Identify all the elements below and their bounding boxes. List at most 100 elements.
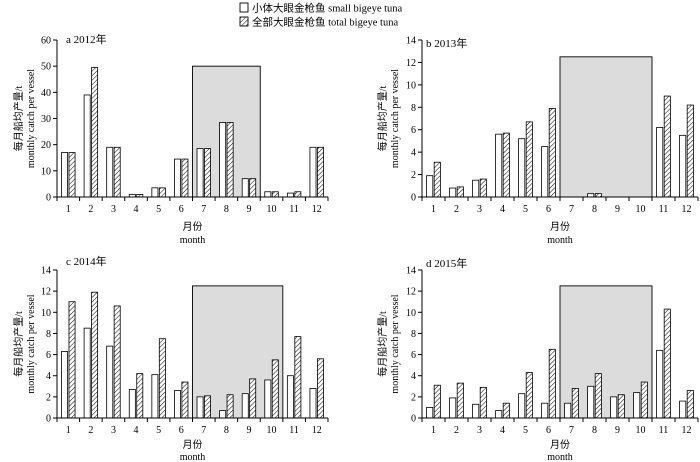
- bar-total-5: [158, 338, 166, 419]
- bar-small-6: [174, 158, 181, 198]
- bar-total-8: [594, 193, 602, 198]
- y-tick-label: 8: [46, 329, 51, 340]
- y-axis-title: 每月船均产量/t: [376, 311, 389, 377]
- bar-small-9: [241, 393, 249, 419]
- y-tick-label: 6: [46, 350, 51, 361]
- x-tick-label: 5: [523, 425, 528, 436]
- bar-small-1: [61, 350, 69, 419]
- y-tick-label: 10: [41, 166, 51, 177]
- x-tick-label: 8: [224, 204, 229, 215]
- bar-total-2: [456, 186, 464, 198]
- legend-swatch-small: [239, 2, 249, 13]
- x-axis-title: 月份: [183, 221, 203, 233]
- y-tick-label: 8: [411, 103, 416, 114]
- x-tick-label: 9: [246, 425, 251, 436]
- bar-small-11: [286, 192, 294, 198]
- x-tick-label: 2: [88, 425, 93, 436]
- bar-small-8: [587, 193, 595, 198]
- bar-total-7: [571, 387, 579, 419]
- bar-small-4: [495, 410, 503, 419]
- bar-small-4: [128, 389, 136, 419]
- bar-total-8: [226, 394, 234, 419]
- legend-swatch-total: [239, 16, 249, 27]
- bar-total-10: [271, 191, 279, 198]
- bar-total-12: [316, 146, 324, 198]
- bar-total-3: [113, 305, 121, 419]
- x-tick-label: 10: [636, 425, 646, 436]
- bar-small-7: [196, 396, 204, 419]
- bar-small-5: [518, 393, 526, 419]
- legend: 小体大眼金枪鱼 small bigeye tuna 全部大眼金枪鱼 total …: [239, 2, 403, 29]
- bar-total-11: [663, 308, 671, 419]
- x-tick-label: 11: [659, 204, 669, 215]
- bar-small-12: [679, 400, 687, 419]
- bar-total-8: [226, 122, 234, 198]
- y-tick-label: 4: [411, 371, 416, 382]
- x-tick-label: 7: [569, 204, 574, 215]
- y-axis-title: 每月船均产量/t: [12, 311, 25, 377]
- bar-small-7: [196, 148, 204, 198]
- bar-small-3: [106, 345, 114, 419]
- panel-title: b 2013年: [426, 36, 467, 50]
- bar-small-9: [610, 396, 618, 419]
- x-tick-label: 6: [179, 425, 184, 436]
- y-tick-label: 2: [411, 170, 416, 181]
- y-tick-label: 0: [46, 414, 51, 425]
- bar-small-8: [219, 410, 227, 419]
- bar-total-4: [502, 132, 510, 198]
- y-tick-label: 2: [411, 392, 416, 403]
- y-tick-label: 14: [41, 266, 51, 277]
- y-axis-title: monthly catch per vessel: [26, 294, 37, 393]
- x-tick-label: 1: [66, 204, 71, 215]
- x-tick-label: 11: [659, 425, 669, 436]
- panel-title: c 2014年: [66, 254, 107, 268]
- bar-total-7: [204, 395, 211, 419]
- bar-total-10: [271, 359, 279, 419]
- bar-total-12: [686, 390, 694, 419]
- bar-total-11: [663, 95, 671, 198]
- y-tick-label: 12: [41, 287, 51, 298]
- bar-small-8: [587, 385, 595, 419]
- bar-small-10: [264, 379, 272, 419]
- y-tick-label: 12: [406, 58, 416, 69]
- bar-total-1: [433, 161, 441, 198]
- x-tick-label: 12: [682, 204, 692, 215]
- x-tick-label: 2: [454, 204, 459, 215]
- bar-total-10: [640, 381, 648, 419]
- y-tick-label: 40: [41, 88, 51, 99]
- y-tick-label: 0: [411, 193, 416, 204]
- bar-total-1: [68, 301, 76, 419]
- x-tick-label: 1: [431, 204, 436, 215]
- x-tick-label: 7: [569, 425, 574, 436]
- y-tick-label: 0: [46, 193, 51, 204]
- x-tick-label: 6: [546, 425, 551, 436]
- x-axis-title: month: [547, 452, 573, 462]
- bar-total-11: [294, 191, 302, 198]
- bar-total-3: [479, 386, 487, 419]
- x-tick-label: 12: [682, 425, 692, 436]
- x-tick-label: 8: [592, 204, 597, 215]
- x-tick-label: 8: [224, 425, 229, 436]
- bar-small-8: [219, 122, 227, 198]
- x-tick-label: 3: [477, 425, 482, 436]
- y-tick-label: 2: [46, 392, 51, 403]
- bar-total-3: [479, 178, 487, 198]
- x-tick-label: 11: [289, 425, 299, 436]
- bar-small-2: [83, 94, 91, 198]
- x-axis-title: 月份: [183, 439, 203, 451]
- bar-small-5: [151, 374, 159, 419]
- bar-total-12: [686, 104, 694, 198]
- x-tick-label: 4: [500, 204, 505, 215]
- bar-total-7: [204, 148, 211, 198]
- y-tick-label: 60: [41, 36, 51, 47]
- bar-small-12: [309, 146, 317, 198]
- bar-small-10: [633, 392, 641, 419]
- x-axis-title: month: [547, 235, 573, 246]
- bar-total-5: [158, 187, 166, 198]
- bar-total-11: [294, 336, 302, 419]
- y-tick-label: 4: [411, 148, 416, 159]
